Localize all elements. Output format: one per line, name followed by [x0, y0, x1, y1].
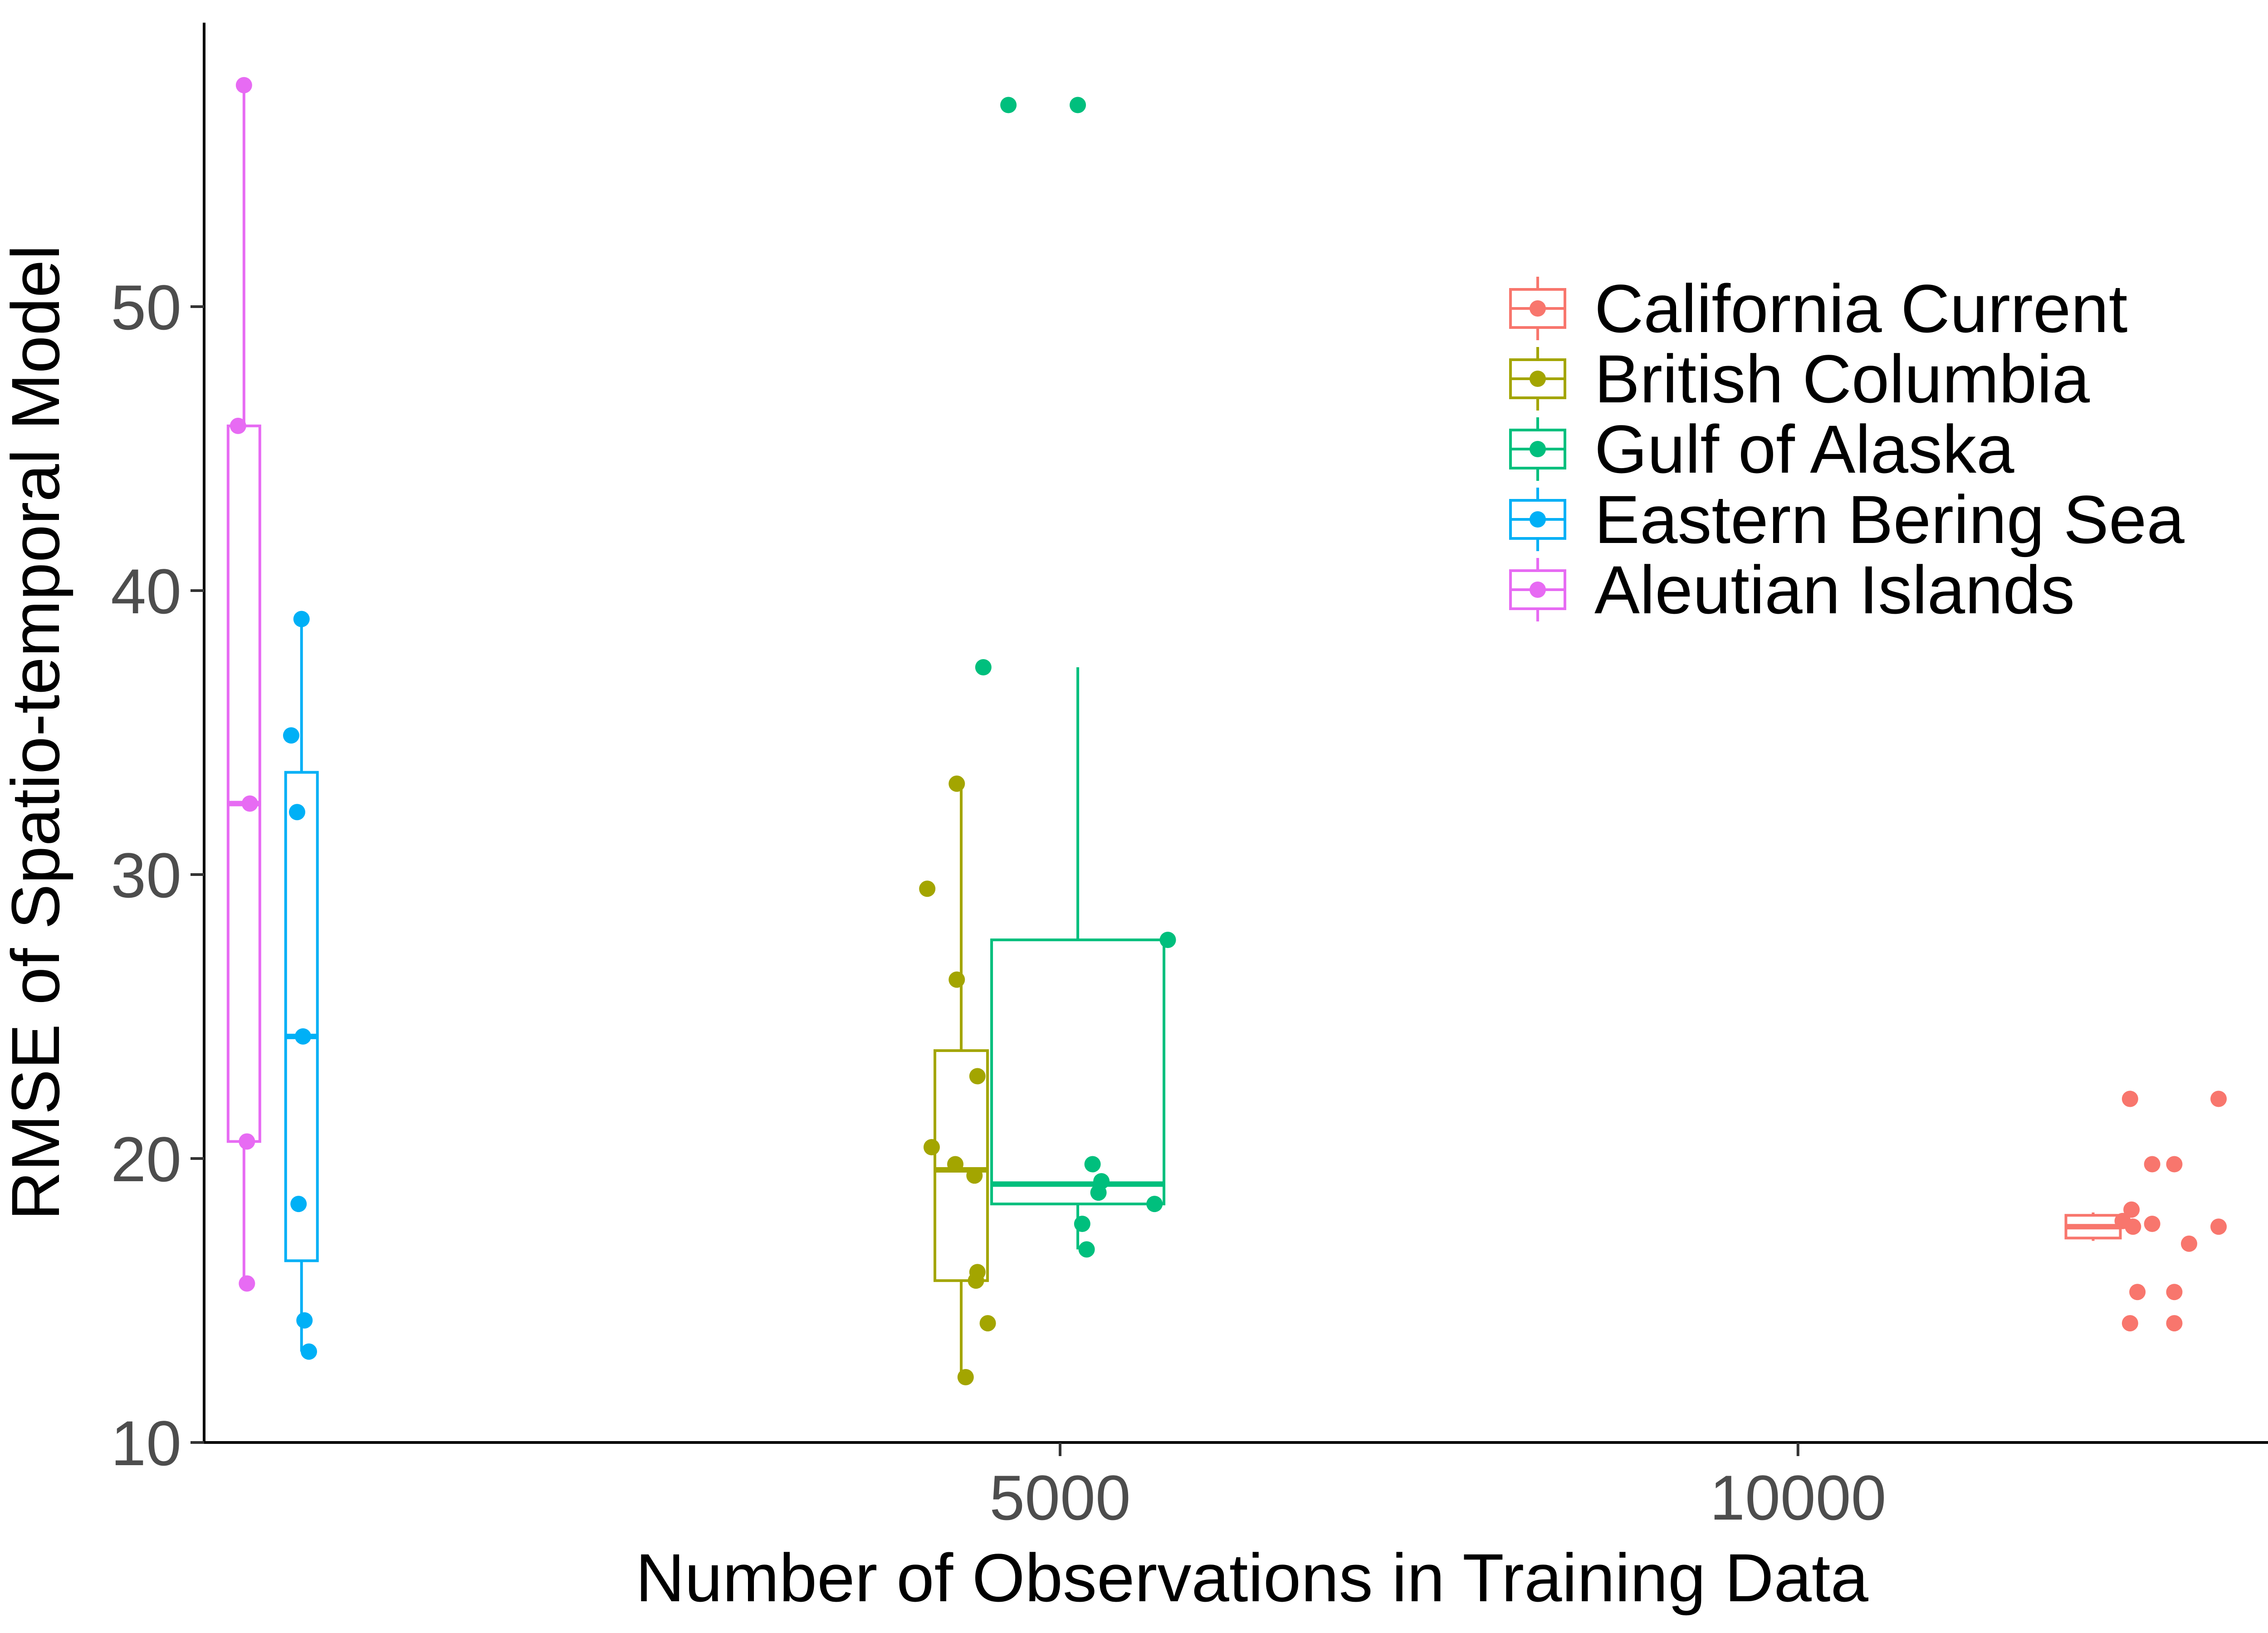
data-point-british-columbia	[948, 971, 965, 988]
data-point-eastern-bering-sea	[301, 1343, 317, 1360]
data-point-eastern-bering-sea	[283, 727, 299, 744]
data-point-california-current	[2210, 1218, 2227, 1235]
legend-item-gulf-of-alaska: Gulf of Alaska	[1509, 411, 2014, 487]
box-aleutian-islands	[226, 85, 261, 1284]
data-point-california-current	[2121, 1315, 2138, 1332]
data-point-california-current	[2166, 1156, 2183, 1173]
box-iqr	[934, 1049, 989, 1282]
legend-label: Aleutian Islands	[1594, 552, 2075, 628]
x-ticks: 5000 10000	[989, 1442, 1886, 1533]
legend-key-point	[1530, 582, 1546, 598]
data-point-california-current	[2166, 1284, 2183, 1301]
data-point-british-columbia	[968, 1272, 984, 1289]
box-eastern-bering-sea	[284, 619, 319, 1352]
data-point-gulf-of-alaska	[1159, 931, 1176, 948]
y-axis-title: RMSE of Spatio-temporal Model	[0, 245, 73, 1221]
legend-label: Gulf of Alaska	[1594, 411, 2014, 487]
y-tick-label: 20	[111, 1124, 181, 1195]
data-point-eastern-bering-sea	[288, 804, 305, 821]
data-point-gulf-of-alaska	[1000, 97, 1017, 113]
data-point-gulf-of-alaska	[1090, 1184, 1107, 1201]
box-california-current	[2064, 1212, 2122, 1241]
x-tick-label: 5000	[989, 1462, 1130, 1533]
legend-item-california-current: California Current	[1509, 270, 2127, 347]
data-point-british-columbia	[969, 1068, 986, 1085]
legend-item-british-columbia: British Columbia	[1509, 341, 2090, 417]
legend-item-eastern-bering-sea: Eastern Bering Sea	[1509, 481, 2185, 557]
data-point-gulf-of-alaska	[1084, 1156, 1101, 1173]
data-point-british-columbia	[948, 775, 965, 792]
data-point-gulf-of-alaska	[975, 659, 992, 676]
legend-label: Eastern Bering Sea	[1594, 481, 2185, 557]
data-point-british-columbia	[979, 1315, 996, 1332]
data-point-california-current	[2144, 1156, 2160, 1173]
data-point-california-current	[2125, 1218, 2141, 1235]
data-point-california-current	[2180, 1235, 2197, 1252]
data-point-california-current	[2121, 1090, 2138, 1107]
data-point-gulf-of-alaska	[1070, 97, 1086, 113]
data-point-aleutian-islands	[235, 77, 252, 93]
data-point-british-columbia	[957, 1369, 974, 1386]
data-point-aleutian-islands	[239, 1133, 255, 1150]
data-point-gulf-of-alaska	[1074, 1215, 1090, 1232]
data-point-british-columbia	[919, 880, 936, 897]
legend-key-point	[1530, 511, 1546, 528]
box-iqr	[226, 424, 261, 1143]
box-iqr	[284, 771, 319, 1262]
data-point-eastern-bering-sea	[290, 1196, 307, 1213]
data-point-eastern-bering-sea	[293, 611, 310, 627]
data-point-aleutian-islands	[239, 1275, 255, 1292]
data-point-eastern-bering-sea	[296, 1312, 313, 1329]
data-point-california-current	[2166, 1315, 2183, 1332]
legend-item-aleutian-islands: Aleutian Islands	[1509, 552, 2075, 628]
data-point-british-columbia	[966, 1167, 983, 1184]
data-point-california-current	[2129, 1284, 2146, 1301]
y-tick-label: 40	[111, 556, 181, 627]
x-axis-title: Number of Observations in Training Data	[635, 1540, 1869, 1616]
axes-layer	[203, 23, 2268, 1444]
data-point-eastern-bering-sea	[294, 1028, 311, 1045]
box-iqr	[990, 938, 1166, 1206]
legend-key-point	[1530, 441, 1546, 457]
data-point-aleutian-islands	[241, 795, 258, 812]
legend-label: British Columbia	[1594, 341, 2090, 417]
y-tick-label: 50	[111, 272, 181, 343]
data-point-california-current	[2123, 1201, 2140, 1218]
data-point-british-columbia	[947, 1156, 964, 1173]
data-point-california-current	[2144, 1215, 2160, 1232]
data-point-gulf-of-alaska	[1078, 1241, 1095, 1258]
legend-label: California Current	[1594, 270, 2127, 347]
data-point-aleutian-islands	[230, 417, 246, 434]
y-tick-label: 10	[111, 1408, 181, 1479]
box-gulf-of-alaska	[990, 667, 1166, 1250]
data-point-british-columbia	[923, 1139, 940, 1155]
points-layer	[230, 77, 2227, 1386]
y-ticks: 10 20 30 40 50	[111, 272, 204, 1479]
data-point-gulf-of-alaska	[1146, 1196, 1163, 1213]
y-tick-label: 30	[111, 840, 181, 911]
x-tick-label: 10000	[1710, 1462, 1886, 1533]
legend-key-point	[1530, 371, 1546, 387]
data-point-california-current	[2210, 1090, 2227, 1107]
legend-key-point	[1530, 300, 1546, 317]
